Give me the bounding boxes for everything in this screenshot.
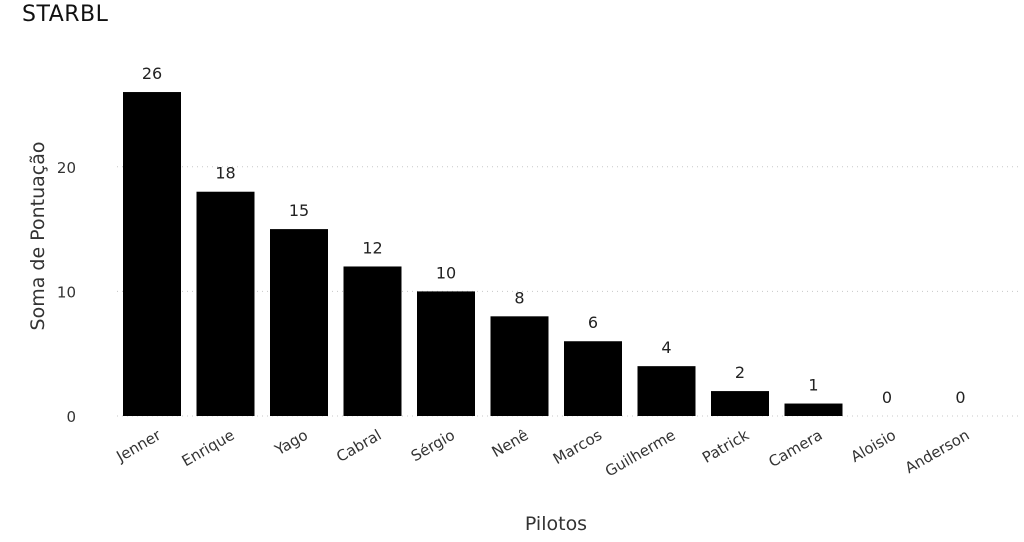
x-tick-label: Aloisio	[848, 426, 899, 466]
bar[interactable]	[343, 266, 402, 416]
bar[interactable]	[196, 191, 255, 416]
bar[interactable]	[490, 316, 549, 416]
bar[interactable]	[784, 403, 843, 416]
data-label: 0	[955, 388, 965, 407]
x-tick-label: Cabral	[333, 426, 384, 466]
x-axis-title: Pilotos	[525, 513, 587, 535]
data-label: 2	[735, 363, 745, 382]
data-label: 15	[289, 201, 309, 220]
x-tick-label: Enrique	[179, 426, 238, 470]
data-label: 8	[514, 288, 524, 307]
x-tick-label: Jenner	[113, 425, 165, 466]
data-label: 0	[882, 388, 892, 407]
y-axis-ticks: 0 10 20	[57, 159, 76, 426]
x-tick-label: Nenê	[489, 426, 532, 461]
data-label: 1	[808, 376, 818, 395]
y-tick-label: 10	[57, 283, 76, 301]
x-tick-label: Marcos	[550, 426, 605, 468]
chart-title: STARBL	[22, 2, 109, 27]
x-tick-label: Yago	[271, 426, 311, 460]
bar[interactable]	[270, 229, 328, 416]
data-label: 4	[661, 338, 671, 357]
x-tick-label: Guilherme	[602, 426, 679, 481]
data-label: 26	[142, 64, 162, 83]
bar[interactable]	[417, 291, 475, 416]
data-label: 12	[362, 238, 382, 257]
bar[interactable]	[564, 341, 622, 416]
x-tick-label: Camera	[766, 426, 826, 471]
data-label: 18	[215, 164, 235, 183]
data-label: 10	[436, 263, 456, 282]
bars	[123, 92, 843, 416]
data-label: 6	[588, 313, 598, 332]
x-tick-label: Patrick	[699, 426, 752, 467]
bar[interactable]	[711, 391, 769, 416]
x-axis-ticks: Jenner Enrique Yago Cabral Sérgio Nenê MarcosG…	[113, 425, 973, 480]
bar[interactable]	[123, 92, 181, 416]
y-tick-label: 20	[57, 159, 76, 177]
x-tick-label: Anderson	[902, 426, 973, 477]
bar[interactable]	[637, 366, 696, 416]
y-axis-title: Soma de Pontuação	[27, 142, 49, 331]
y-tick-label: 0	[66, 408, 76, 426]
x-tick-label: Sérgio	[408, 426, 458, 465]
